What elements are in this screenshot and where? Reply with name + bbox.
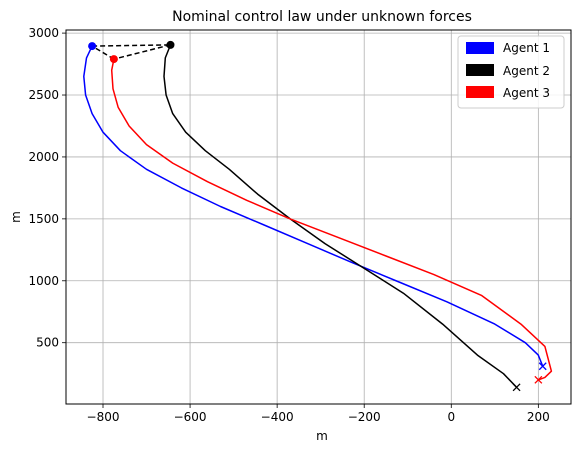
legend-label-agent-2: Agent 2 xyxy=(503,64,550,78)
y-tick-label: 1000 xyxy=(28,274,59,288)
legend-label-agent-3: Agent 3 xyxy=(503,86,550,100)
y-tick-label: 2500 xyxy=(28,88,59,102)
axis-ticks: −800 −600 −400 −200 0 200 500 1000 1500 2000 2500 3… xyxy=(28,26,549,424)
start-marker-agent-2 xyxy=(166,40,175,49)
chart-title: Nominal control law under unknown forces xyxy=(172,9,472,25)
end-marker-agent-2 xyxy=(512,383,521,392)
start-marker-agent-3 xyxy=(109,55,118,64)
legend: Agent 1 Agent 2 Agent 3 xyxy=(457,35,565,109)
legend-swatch-agent-3 xyxy=(466,86,494,98)
start-marker-agent-1 xyxy=(88,42,97,51)
x-tick-label: −800 xyxy=(87,410,120,424)
y-tick-label: 3000 xyxy=(28,26,59,40)
formation-link xyxy=(113,44,171,60)
x-tick-label: 200 xyxy=(527,410,550,424)
x-tick-label: −600 xyxy=(174,410,207,424)
x-tick-label: −400 xyxy=(261,410,294,424)
legend-swatch-agent-1 xyxy=(466,42,494,54)
series-line-agent-1 xyxy=(83,45,544,367)
end-marker-agent-1 xyxy=(538,362,547,371)
end-marker-agent-3 xyxy=(534,375,543,384)
series-line-agent-3 xyxy=(110,58,553,381)
series-line-agent-2 xyxy=(163,44,518,388)
plot-frame xyxy=(65,29,572,405)
formation-link xyxy=(91,45,115,60)
y-tick-label: 1500 xyxy=(28,212,59,226)
x-tick-label: −200 xyxy=(348,410,381,424)
y-tick-label: 500 xyxy=(36,336,59,350)
y-tick-label: 2000 xyxy=(28,150,59,164)
x-axis-label: m xyxy=(316,429,328,443)
x-tick-label: 0 xyxy=(447,410,455,424)
legend-swatch-agent-2 xyxy=(466,64,494,76)
legend-label-agent-1: Agent 1 xyxy=(503,41,550,55)
formation-link xyxy=(92,44,171,47)
plot-series xyxy=(83,40,553,392)
y-axis-label: m xyxy=(9,211,23,223)
